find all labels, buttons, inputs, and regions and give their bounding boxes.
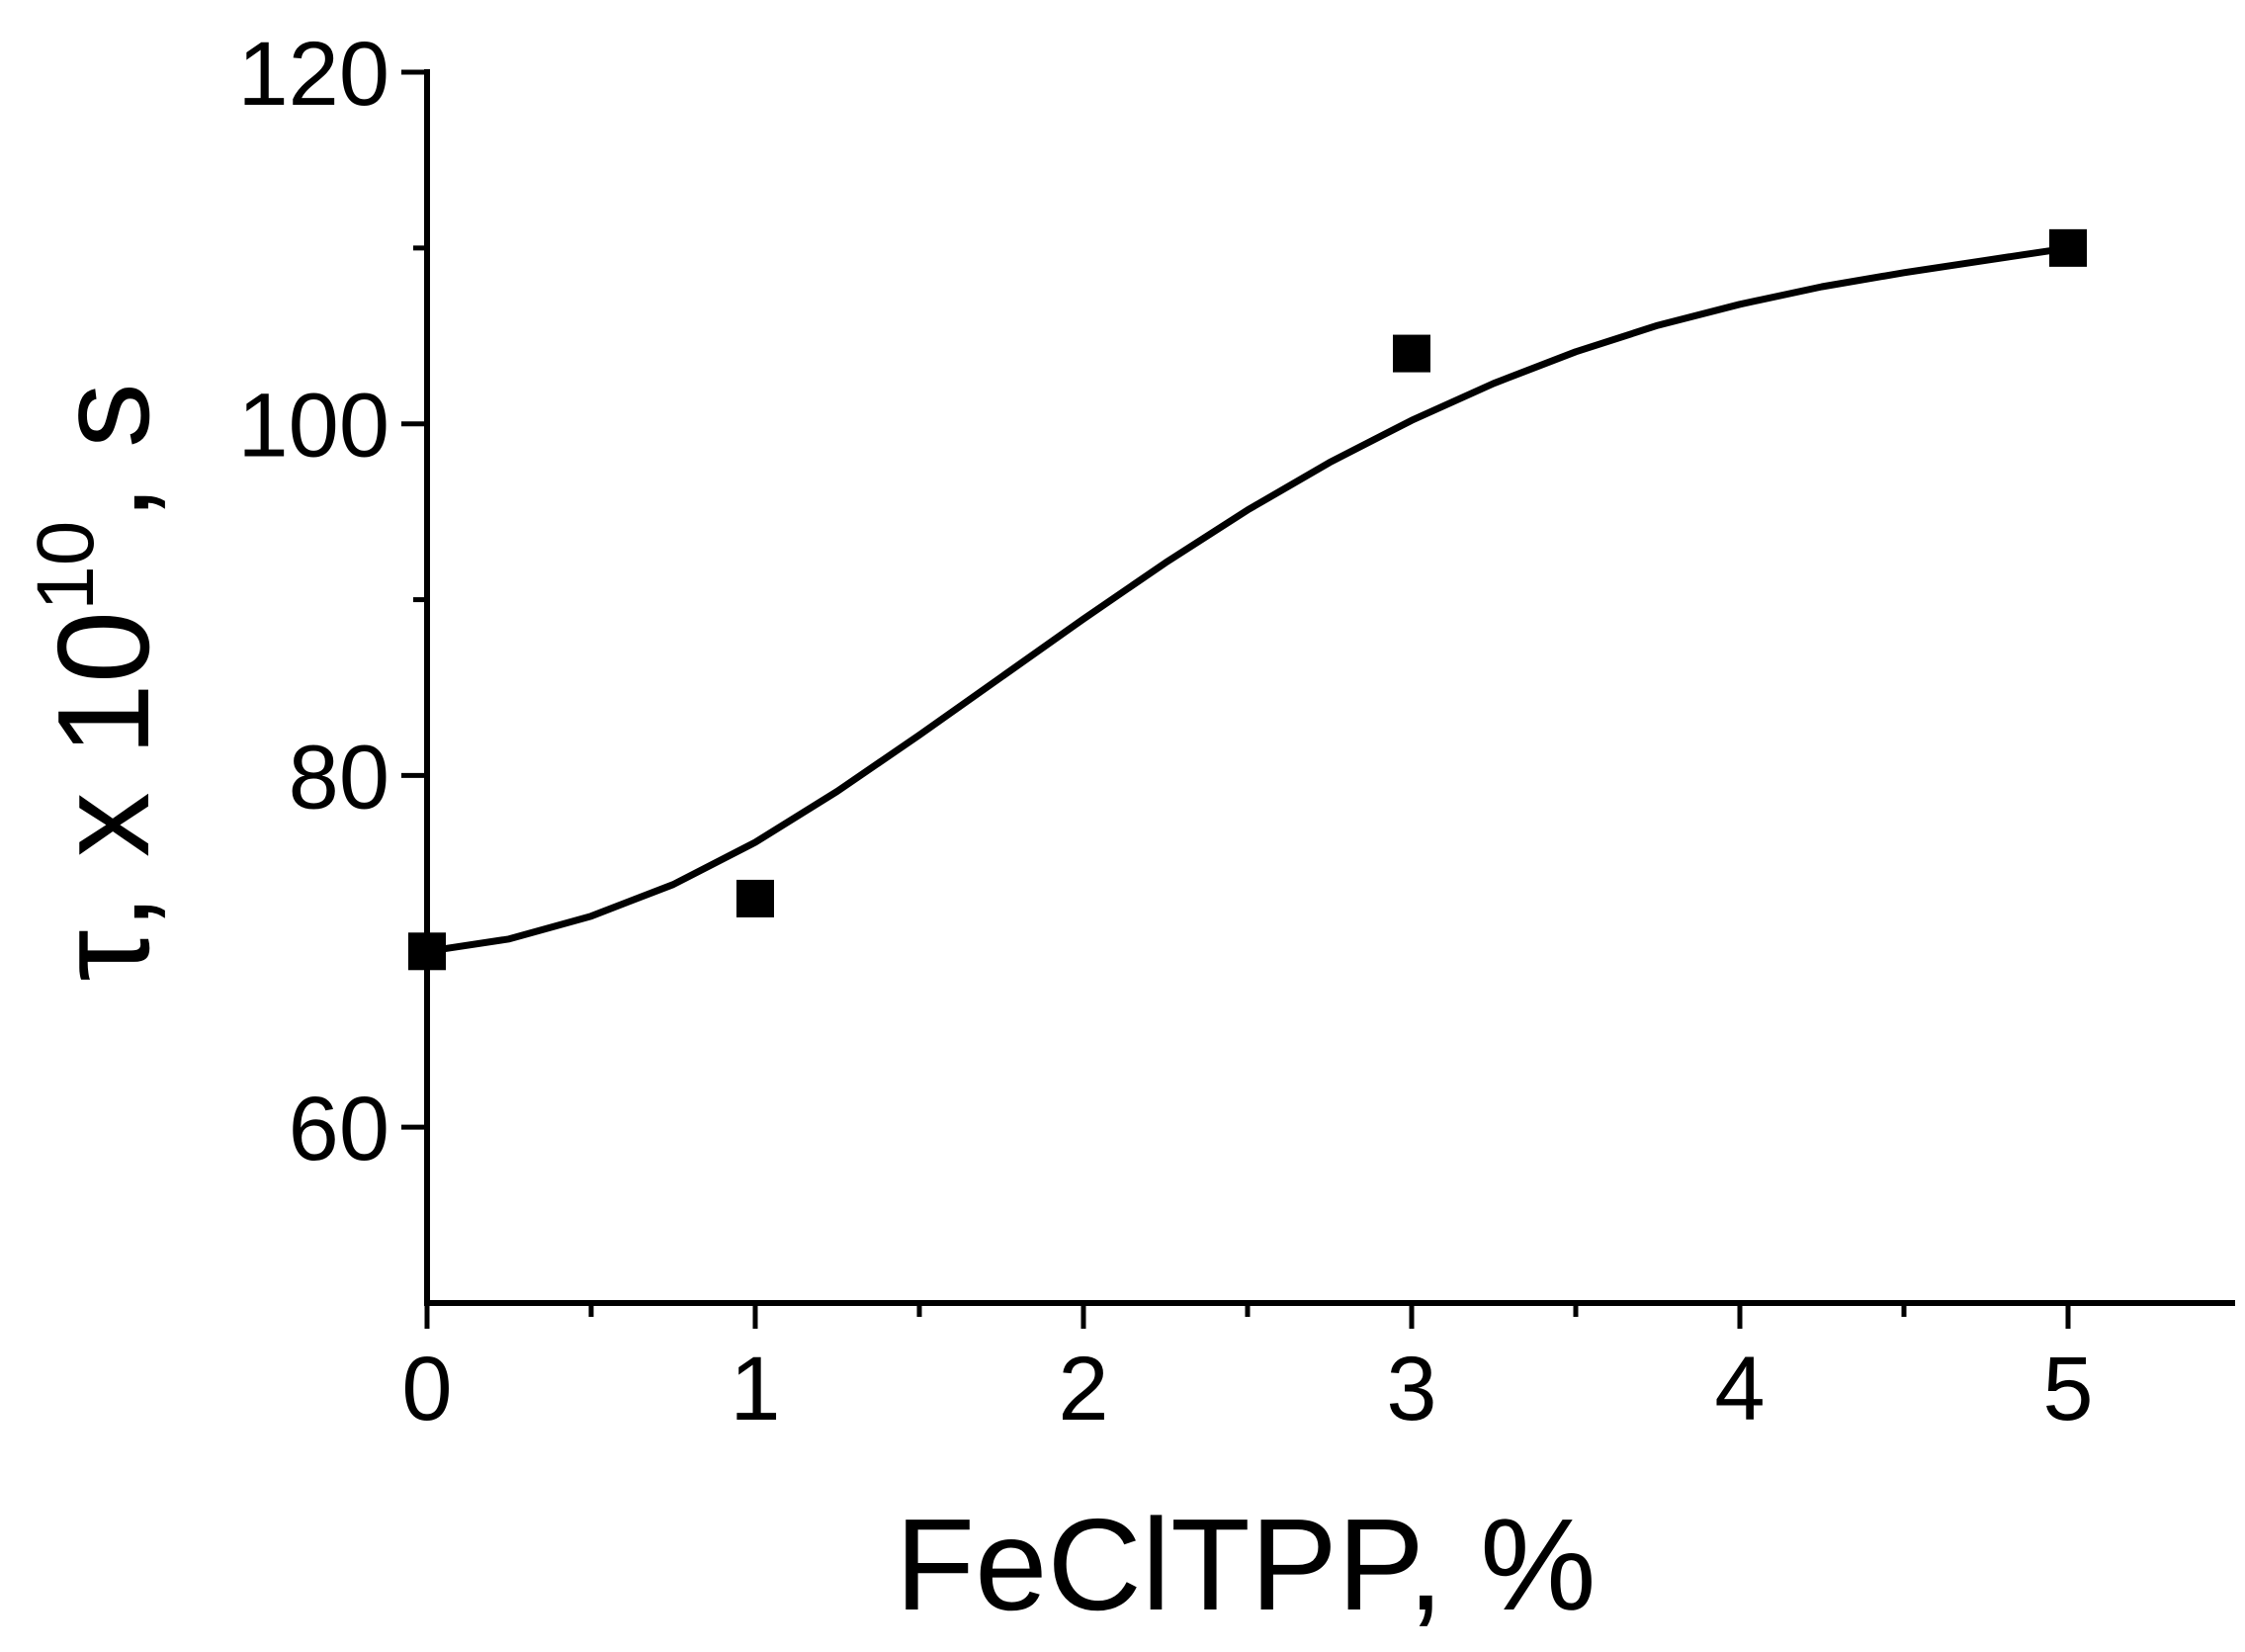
y-tick-label: 80 (289, 727, 389, 827)
x-tick-label: 0 (401, 1339, 452, 1439)
fit-line (423, 244, 2072, 955)
y-tick-label: 120 (238, 24, 390, 125)
y-tick-label: 60 (289, 1079, 389, 1179)
data-point (736, 879, 774, 917)
data-point (2049, 228, 2087, 267)
data-point (1393, 334, 1430, 373)
axes (424, 69, 2235, 1306)
x-tick-label: 4 (1714, 1339, 1765, 1439)
y-axis-title-main: τ, x 10 (31, 611, 176, 982)
y-axis-title-superscript: 10 (21, 521, 111, 611)
x-tick-label: 3 (1386, 1339, 1436, 1439)
x-tick-label: 2 (1058, 1339, 1108, 1439)
x-axis-title: FeClTPP, % (895, 1492, 1596, 1637)
y-tick-label: 100 (238, 376, 390, 477)
y-axis-title-suffix: , s (31, 383, 176, 520)
x-axis-ticks: 0 1 2 3 4 5 (401, 1303, 2094, 1439)
data-point (408, 932, 446, 971)
x-tick-label: 5 (2042, 1339, 2093, 1439)
y-axis-title: τ, x 1010, s (21, 383, 176, 982)
x-tick-label: 1 (730, 1339, 780, 1439)
y-axis-ticks: 60 80 100 120 (238, 24, 427, 1179)
plot-area (408, 228, 2087, 971)
